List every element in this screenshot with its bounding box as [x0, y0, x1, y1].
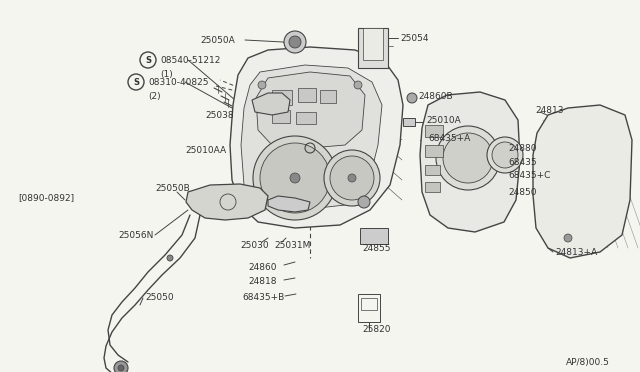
Circle shape [443, 133, 493, 183]
FancyBboxPatch shape [298, 88, 316, 102]
Polygon shape [252, 93, 290, 115]
Text: [0890-0892]: [0890-0892] [18, 193, 74, 202]
Text: S: S [145, 55, 151, 64]
Text: 25050A: 25050A [200, 35, 235, 45]
FancyBboxPatch shape [425, 182, 440, 192]
Text: 24860: 24860 [248, 263, 276, 273]
Circle shape [260, 143, 330, 213]
Polygon shape [268, 196, 310, 212]
Circle shape [492, 142, 518, 168]
Text: (2): (2) [148, 92, 161, 100]
FancyBboxPatch shape [425, 125, 443, 137]
Text: 24818: 24818 [248, 278, 276, 286]
FancyBboxPatch shape [425, 145, 443, 157]
Text: AP/8)00.5: AP/8)00.5 [566, 357, 610, 366]
Text: 68435+B: 68435+B [242, 294, 284, 302]
Circle shape [284, 31, 306, 53]
Text: 24850: 24850 [508, 187, 536, 196]
Text: 08310-40825: 08310-40825 [148, 77, 209, 87]
FancyBboxPatch shape [403, 118, 415, 126]
Polygon shape [186, 184, 268, 220]
FancyBboxPatch shape [360, 228, 388, 244]
Text: (1): (1) [160, 70, 173, 78]
Text: 25050B: 25050B [155, 183, 189, 192]
Text: 25030: 25030 [240, 241, 269, 250]
Text: 25031M: 25031M [274, 241, 310, 250]
FancyBboxPatch shape [272, 110, 290, 123]
Circle shape [114, 361, 128, 372]
Circle shape [118, 365, 124, 371]
Circle shape [256, 191, 264, 199]
Circle shape [354, 191, 362, 199]
Circle shape [348, 174, 356, 182]
Circle shape [324, 150, 380, 206]
Circle shape [289, 36, 301, 48]
FancyBboxPatch shape [425, 165, 440, 175]
Polygon shape [533, 105, 632, 258]
Text: 25010AA: 25010AA [185, 145, 226, 154]
Circle shape [330, 156, 374, 200]
Circle shape [358, 196, 370, 208]
Circle shape [354, 81, 362, 89]
Circle shape [407, 93, 417, 103]
Text: 25038: 25038 [205, 110, 234, 119]
Text: 25820: 25820 [362, 326, 390, 334]
Polygon shape [420, 92, 520, 232]
FancyBboxPatch shape [296, 112, 316, 124]
Circle shape [167, 255, 173, 261]
Circle shape [436, 126, 500, 190]
Polygon shape [241, 65, 382, 210]
Text: 24880: 24880 [508, 144, 536, 153]
Text: 25050: 25050 [145, 294, 173, 302]
Text: 24813: 24813 [535, 106, 563, 115]
Text: 24813+A: 24813+A [555, 247, 597, 257]
Text: 25010A: 25010A [426, 115, 461, 125]
Polygon shape [256, 72, 365, 148]
Circle shape [487, 137, 523, 173]
Circle shape [564, 234, 572, 242]
Text: 25054: 25054 [400, 33, 429, 42]
FancyBboxPatch shape [358, 28, 388, 68]
Circle shape [290, 173, 300, 183]
Text: 08540-51212: 08540-51212 [160, 55, 220, 64]
Circle shape [258, 81, 266, 89]
Text: 25056N: 25056N [118, 231, 154, 240]
Text: 68435: 68435 [508, 157, 536, 167]
Polygon shape [230, 47, 403, 228]
Text: 24855: 24855 [362, 244, 390, 253]
FancyBboxPatch shape [363, 28, 383, 60]
Circle shape [253, 136, 337, 220]
Text: S: S [133, 77, 139, 87]
Text: 68435+A: 68435+A [428, 134, 470, 142]
FancyBboxPatch shape [320, 90, 336, 103]
Text: 68435+C: 68435+C [508, 170, 550, 180]
Text: 24860B: 24860B [418, 92, 452, 100]
FancyBboxPatch shape [272, 90, 292, 105]
